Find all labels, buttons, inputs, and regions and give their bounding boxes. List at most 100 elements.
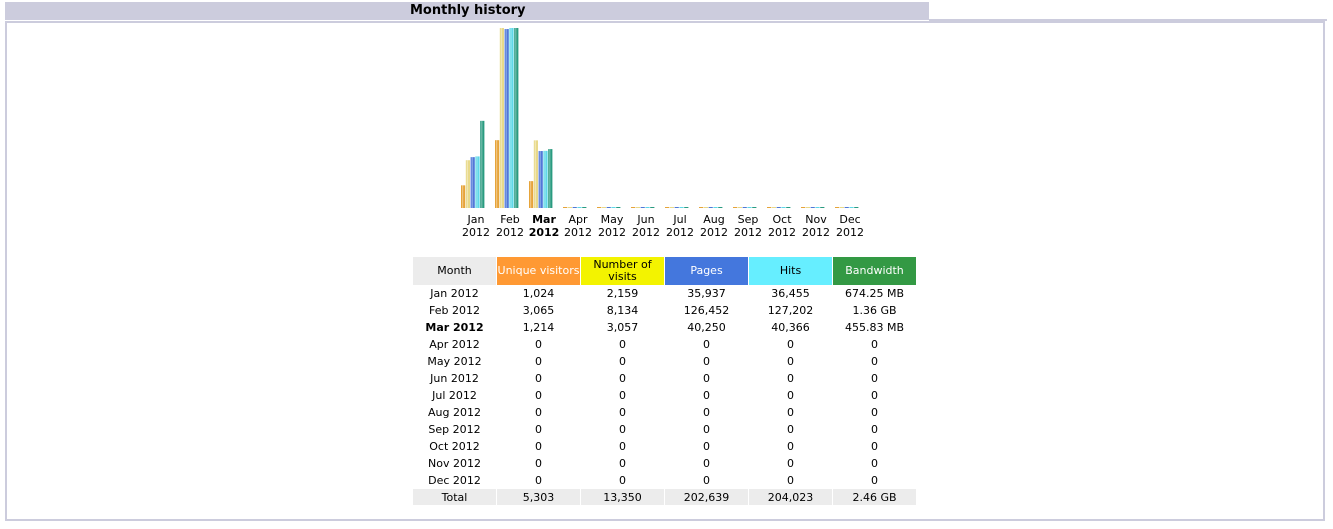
cell-bandwidth: 0: [871, 474, 878, 487]
cell-bandwidth: 1.36 GB: [852, 304, 897, 317]
bar-visitors-feb: [495, 140, 500, 208]
month-label: Jul 2012: [663, 213, 697, 239]
bar-highlight: [544, 150, 546, 208]
bar-highlight: [462, 185, 464, 208]
bar-highlight: [515, 28, 517, 208]
month-label: Apr 2012: [561, 213, 595, 239]
bar-highlight: [549, 149, 551, 208]
bar-hits-dec: [849, 207, 854, 208]
bar-hits-aug: [713, 207, 718, 208]
cell-hits: 0: [787, 474, 794, 487]
cell-month: Dec 2012: [428, 474, 481, 487]
total-pages: 202,639: [665, 489, 748, 505]
cell-bandwidth: 0: [871, 389, 878, 402]
month-label: Mar 2012: [527, 213, 561, 239]
cell-hits: 0: [787, 355, 794, 368]
bar-visitors-apr: [563, 207, 568, 208]
bar-pages-feb: [504, 29, 509, 208]
table-total-row: Total 5,303 13,350 202,639 204,023 2.46 GB: [413, 489, 916, 505]
bar-hits-apr: [577, 207, 582, 208]
table-row: Jan 2012 1,024 2,159 35,937 36,455 674.25 MB: [413, 285, 916, 302]
cell-bandwidth: 0: [871, 457, 878, 470]
bar-visits-oct: [771, 207, 776, 208]
header-unique-visitors: Unique visitors: [497, 257, 580, 285]
month-label: Sep 2012: [731, 213, 765, 239]
cell-unique-visitors: 0: [535, 389, 542, 402]
table-row: Feb 2012 3,065 8,134 126,452 127,202 1.36 GB: [413, 302, 916, 319]
bar-bandwidth-feb: [514, 28, 519, 208]
bar-highlight: [534, 140, 536, 208]
cell-unique-visitors: 0: [535, 372, 542, 385]
table-row: Jun 2012 0 0 0 0 0: [413, 370, 916, 387]
bar-visits-jan: [465, 160, 470, 208]
cell-unique-visitors: 0: [535, 406, 542, 419]
cell-month: Aug 2012: [428, 406, 481, 419]
bar-visitors-jun: [631, 207, 636, 208]
cell-hits: 36,455: [771, 287, 810, 300]
bar-bandwidth-sep: [752, 207, 757, 208]
bar-highlight: [539, 151, 541, 208]
month-label: Jan 2012: [459, 213, 493, 239]
cell-number-of-visits: 0: [619, 406, 626, 419]
bar-pages-sep: [742, 207, 747, 208]
bar-pages-oct: [776, 207, 781, 208]
bar-pages-jan: [470, 157, 475, 208]
cell-unique-visitors: 0: [535, 474, 542, 487]
cell-pages: 0: [703, 406, 710, 419]
bar-hits-nov: [815, 207, 820, 208]
table-row: Sep 2012 0 0 0 0 0: [413, 421, 916, 438]
month-label-year: 2012: [700, 226, 728, 239]
cell-unique-visitors: 0: [535, 440, 542, 453]
cell-bandwidth: 455.83 MB: [844, 321, 905, 334]
cell-pages: 0: [703, 355, 710, 368]
month-label-name: Jul: [673, 213, 687, 226]
bar-visitors-jul: [665, 207, 670, 208]
month-label-name: Feb: [500, 213, 520, 226]
total-bandwidth: 2.46 GB: [833, 489, 916, 505]
month-label-name: Oct: [772, 213, 792, 226]
bar-pages-dec: [844, 207, 849, 208]
total-number-of-visits: 13,350: [581, 489, 664, 505]
header-month: Month: [413, 257, 496, 285]
bar-visitors-dec: [835, 207, 840, 208]
cell-month: Jul 2012: [432, 389, 477, 402]
total-hits: 204,023: [749, 489, 832, 505]
bar-visits-may: [601, 207, 606, 208]
bar-hits-jun: [645, 207, 650, 208]
cell-bandwidth: 0: [871, 423, 878, 436]
bar-pages-jun: [640, 207, 645, 208]
cell-number-of-visits: 0: [619, 440, 626, 453]
cell-hits: 40,366: [771, 321, 810, 334]
bar-visits-sep: [737, 207, 742, 208]
bar-hits-mar: [543, 150, 548, 208]
month-label-name: Nov: [805, 213, 827, 226]
bar-highlight: [510, 28, 512, 208]
bar-hits-feb: [509, 28, 514, 208]
header-bandwidth: Bandwidth: [833, 257, 916, 285]
table-row: Mar 2012 1,214 3,057 40,250 40,366 455.83 MB: [413, 319, 916, 336]
cell-hits: 0: [787, 389, 794, 402]
month-label-name: Mar: [532, 213, 556, 226]
cell-bandwidth: 0: [871, 440, 878, 453]
bar-visitors-aug: [699, 207, 704, 208]
table-row: Apr 2012 0 0 0 0 0: [413, 336, 916, 353]
table-row: May 2012 0 0 0 0 0: [413, 353, 916, 370]
cell-number-of-visits: 0: [619, 457, 626, 470]
cell-unique-visitors: 1,024: [522, 287, 555, 300]
title-rule: [929, 19, 1327, 21]
month-label: Aug 2012: [697, 213, 731, 239]
bar-bandwidth-oct: [786, 207, 791, 208]
month-label-year: 2012: [666, 226, 694, 239]
bar-visits-feb: [499, 28, 504, 208]
header-number-of-visits: Number of visits: [581, 257, 664, 285]
bar-hits-sep: [747, 207, 752, 208]
cell-pages: 0: [703, 372, 710, 385]
month-label: Oct 2012: [765, 213, 799, 239]
cell-month: Mar 2012: [425, 321, 484, 334]
month-label-name: Jan: [467, 213, 485, 226]
cell-number-of-visits: 2,159: [606, 287, 639, 300]
cell-number-of-visits: 0: [619, 338, 626, 351]
month-label-year: 2012: [528, 226, 560, 239]
month-label-year: 2012: [564, 226, 592, 239]
section-title-bar: Monthly history: [5, 2, 929, 20]
